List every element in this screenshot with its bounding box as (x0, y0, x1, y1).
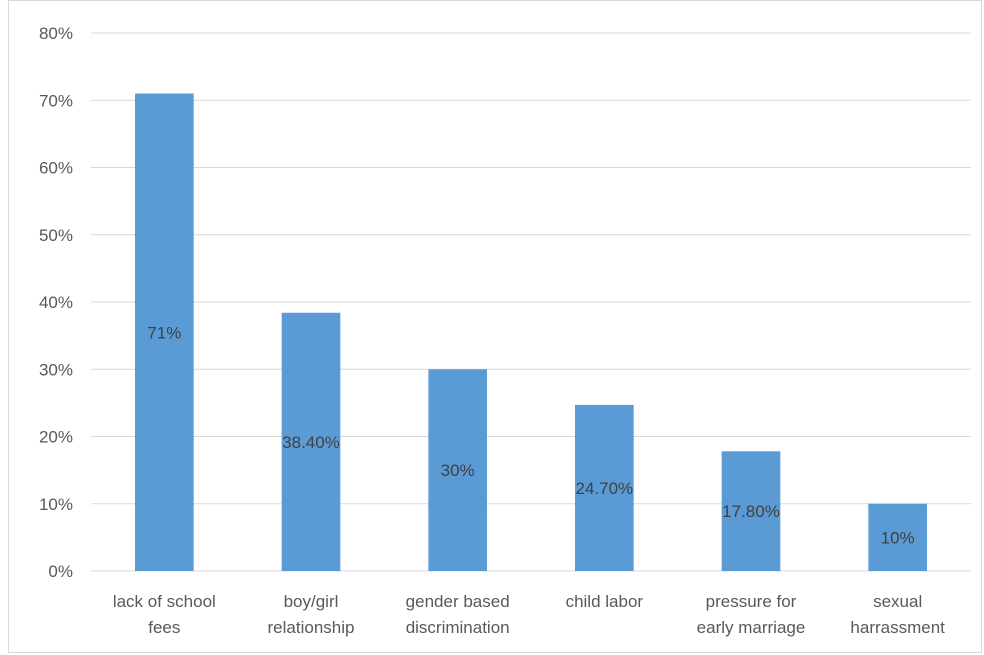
bar (281, 312, 341, 571)
x-category-label: lack of school (113, 592, 216, 611)
x-category-label: harrassment (850, 618, 945, 637)
y-tick-label: 70% (39, 91, 73, 110)
x-category-label: fees (148, 618, 180, 637)
y-tick-label: 0% (48, 562, 73, 581)
x-category-label: child labor (566, 592, 644, 611)
x-category-label: pressure for (706, 592, 797, 611)
x-category-label: discrimination (406, 618, 510, 637)
bar (575, 404, 634, 571)
bar (868, 503, 927, 571)
y-tick-label: 50% (39, 226, 73, 245)
bar-chart: 0% 10% 20% 30% 40% 50% 60% 70% 80% 71% lack of sch… (39, 24, 971, 637)
y-tick-label: 10% (39, 495, 73, 514)
bar (721, 451, 781, 571)
x-category-label: boy/girl (284, 592, 339, 611)
data-label: 38.40% (282, 433, 340, 452)
x-category-label: gender based (406, 592, 510, 611)
y-tick-label: 60% (39, 159, 73, 178)
x-category-label: relationship (268, 618, 355, 637)
data-label: 30% (441, 461, 475, 480)
data-label: 24.70% (575, 479, 633, 498)
data-label: 71% (147, 323, 181, 342)
data-label: 10% (881, 528, 915, 547)
y-tick-label: 30% (39, 360, 73, 379)
y-tick-label: 20% (39, 428, 73, 447)
data-label: 17.80% (722, 502, 780, 521)
y-tick-label: 80% (39, 24, 73, 43)
x-category-label: early marriage (697, 618, 806, 637)
bar (428, 369, 487, 571)
y-tick-label: 40% (39, 293, 73, 312)
chart-frame: 0% 10% 20% 30% 40% 50% 60% 70% 80% 71% lack of sch… (8, 0, 982, 653)
x-category-label: sexual (873, 592, 922, 611)
bar (135, 93, 194, 572)
